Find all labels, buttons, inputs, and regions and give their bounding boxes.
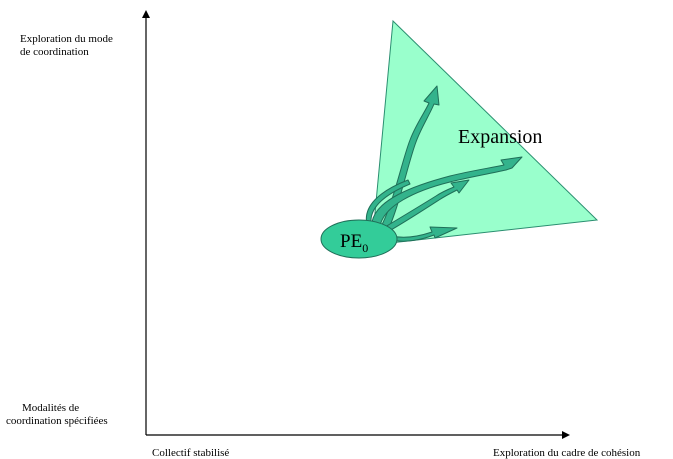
origin-ellipse: [320, 219, 398, 259]
x-left-label: Collectif stabilisé: [152, 447, 229, 459]
arrow-short-bottom: [391, 226, 458, 242]
origin-label: PE0: [340, 231, 368, 255]
y-bottom-label-line2: coordination spécifiées: [6, 415, 108, 427]
arrow-right-long: [371, 156, 523, 227]
arrow-right-medium: [379, 179, 470, 235]
expansion-triangle: [371, 19, 599, 246]
x-right-label: Exploration du cadre de cohésion: [493, 447, 641, 459]
origin-subscript: 0: [362, 241, 368, 255]
y-bottom-label-line1: Modalités de: [22, 402, 79, 414]
y-top-label-line2: de coordination: [20, 46, 89, 58]
y-top-label-line1: Exploration du mode: [20, 33, 113, 45]
expansion-label: Expansion: [458, 126, 542, 148]
